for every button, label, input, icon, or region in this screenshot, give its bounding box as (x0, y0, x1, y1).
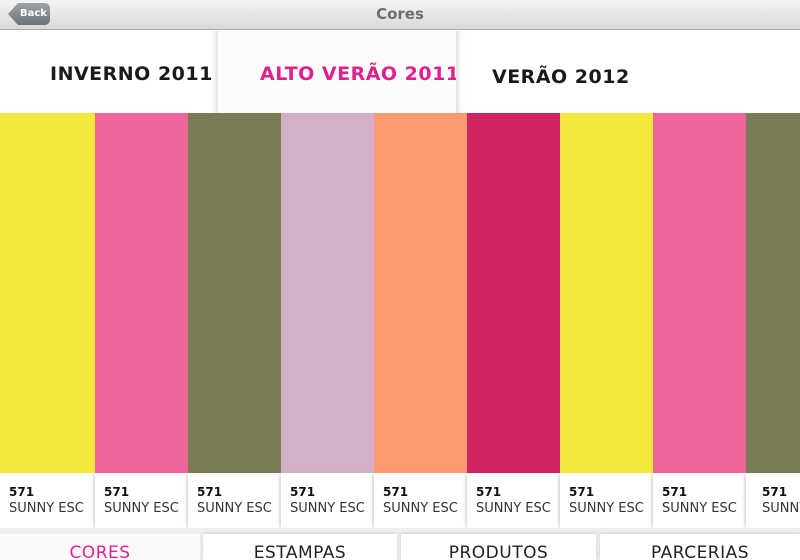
swatch-name: SUNNY ESC (762, 501, 800, 516)
swatch-code: 571 (383, 485, 409, 499)
swatch-code: 571 (662, 485, 688, 499)
season-tabs: INVERNO 2011 ALTO VERÃO 2011 VERÃO 2012 (0, 31, 800, 113)
tab-estampas[interactable]: ESTAMPAS (203, 534, 397, 560)
swatch-code: 571 (476, 485, 502, 499)
swatch-code: 571 (104, 485, 130, 499)
tab-alto-verao-2011[interactable]: ALTO VERÃO 2011 (218, 31, 459, 113)
swatch-code: 571 (290, 485, 316, 499)
color-swatch[interactable] (188, 113, 281, 473)
swatch-name: SUNNY ESC (197, 501, 272, 516)
tab-produtos[interactable]: PRODUTOS (401, 534, 596, 560)
swatch-label: 571 SUNNY ESC (0, 473, 93, 528)
tab-cores[interactable]: CORES (0, 534, 200, 560)
swatch-labels: 571 SUNNY ESC 571 SUNNY ESC 571 SUNNY ES… (0, 473, 800, 528)
swatch-name: SUNNY ESC (290, 501, 365, 516)
color-swatch[interactable] (281, 113, 374, 473)
swatch-name: SUNNY ESC (104, 501, 179, 516)
swatch-label: 571 SUNNY ESC (95, 473, 186, 528)
swatch-label: 571 SUNNY ESC (374, 473, 465, 528)
swatch-label: 571 SUNNY ESC (281, 473, 372, 528)
swatch-name: SUNNY ESC (662, 501, 737, 516)
back-button[interactable]: Back (8, 3, 50, 25)
swatch-label: 571 SUNNY ESC (188, 473, 279, 528)
swatch-name: SUNNY ESC (476, 501, 551, 516)
swatch-code: 571 (9, 485, 35, 499)
tab-verao-2012[interactable]: VERÃO 2012 (456, 31, 800, 113)
season-tab-label: VERÃO 2012 (492, 66, 630, 88)
tab-inverno-2011[interactable]: INVERNO 2011 (0, 31, 218, 113)
swatch-name: SUNNY ESC (569, 501, 644, 516)
swatch-code: 571 (569, 485, 595, 499)
swatch-label: 571 SUNNY ESC (560, 473, 651, 528)
page-title: Cores (376, 5, 424, 23)
swatch-name: SUNNY ESC (383, 501, 458, 516)
swatch-label: 571 SUNNY ESC (746, 473, 800, 528)
swatch-code: 571 (197, 485, 223, 499)
swatch-label: 571 SUNNY ESC (467, 473, 558, 528)
color-swatch-strip (0, 113, 800, 473)
swatch-name: SUNNY ESC (9, 501, 84, 516)
navigation-bar: Back Cores (0, 0, 800, 30)
swatch-code: 571 (762, 485, 788, 499)
bottom-tab-bar: CORES ESTAMPAS PRODUTOS PARCERIAS (0, 528, 800, 560)
color-swatch[interactable] (374, 113, 467, 473)
color-swatch[interactable] (746, 113, 800, 473)
season-tab-label: ALTO VERÃO 2011 (260, 63, 460, 85)
color-swatch[interactable] (653, 113, 746, 473)
color-swatch[interactable] (560, 113, 653, 473)
swatch-label: 571 SUNNY ESC (653, 473, 744, 528)
color-swatch[interactable] (95, 113, 188, 473)
season-tab-label: INVERNO 2011 (50, 63, 213, 85)
color-swatch[interactable] (467, 113, 560, 473)
tab-parcerias[interactable]: PARCERIAS (600, 534, 800, 560)
color-swatch[interactable] (0, 113, 95, 473)
